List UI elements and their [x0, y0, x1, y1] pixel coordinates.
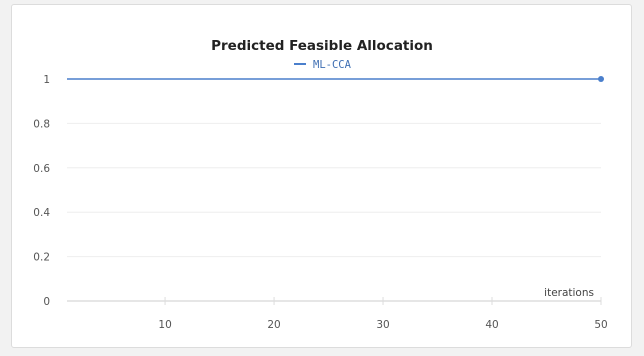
chart-card: Predicted Feasible Allocation ML-CCA 0 0.…	[11, 4, 632, 348]
series-layer	[67, 76, 604, 82]
line-chart: Predicted Feasible Allocation ML-CCA 0 0.…	[33, 38, 608, 331]
y-tick-label: 1	[43, 74, 50, 86]
y-tick-label: 0.8	[33, 118, 50, 130]
x-tick-label: 10	[158, 319, 171, 331]
x-tick-label: 20	[267, 319, 280, 331]
legend-label-ml-cca: ML-CCA	[313, 59, 352, 71]
x-tick-label: 30	[376, 319, 389, 331]
y-tick-label: 0.2	[33, 252, 50, 264]
legend[interactable]: ML-CCA	[294, 59, 352, 71]
y-tick-label: 0.6	[33, 163, 50, 175]
x-axis-label: iterations	[544, 287, 594, 299]
y-axis-ticks: 0 0.2 0.4 0.6 0.8 1	[33, 74, 50, 308]
chart-title: Predicted Feasible Allocation	[211, 38, 433, 54]
x-tick-label: 50	[594, 319, 607, 331]
grid-lines	[67, 78, 601, 302]
data-point-last[interactable]	[598, 76, 604, 82]
x-axis: 10 20 30 40 50	[158, 297, 608, 331]
y-tick-label: 0	[43, 296, 50, 308]
x-tick-label: 40	[485, 319, 498, 331]
y-tick-label: 0.4	[33, 207, 50, 219]
